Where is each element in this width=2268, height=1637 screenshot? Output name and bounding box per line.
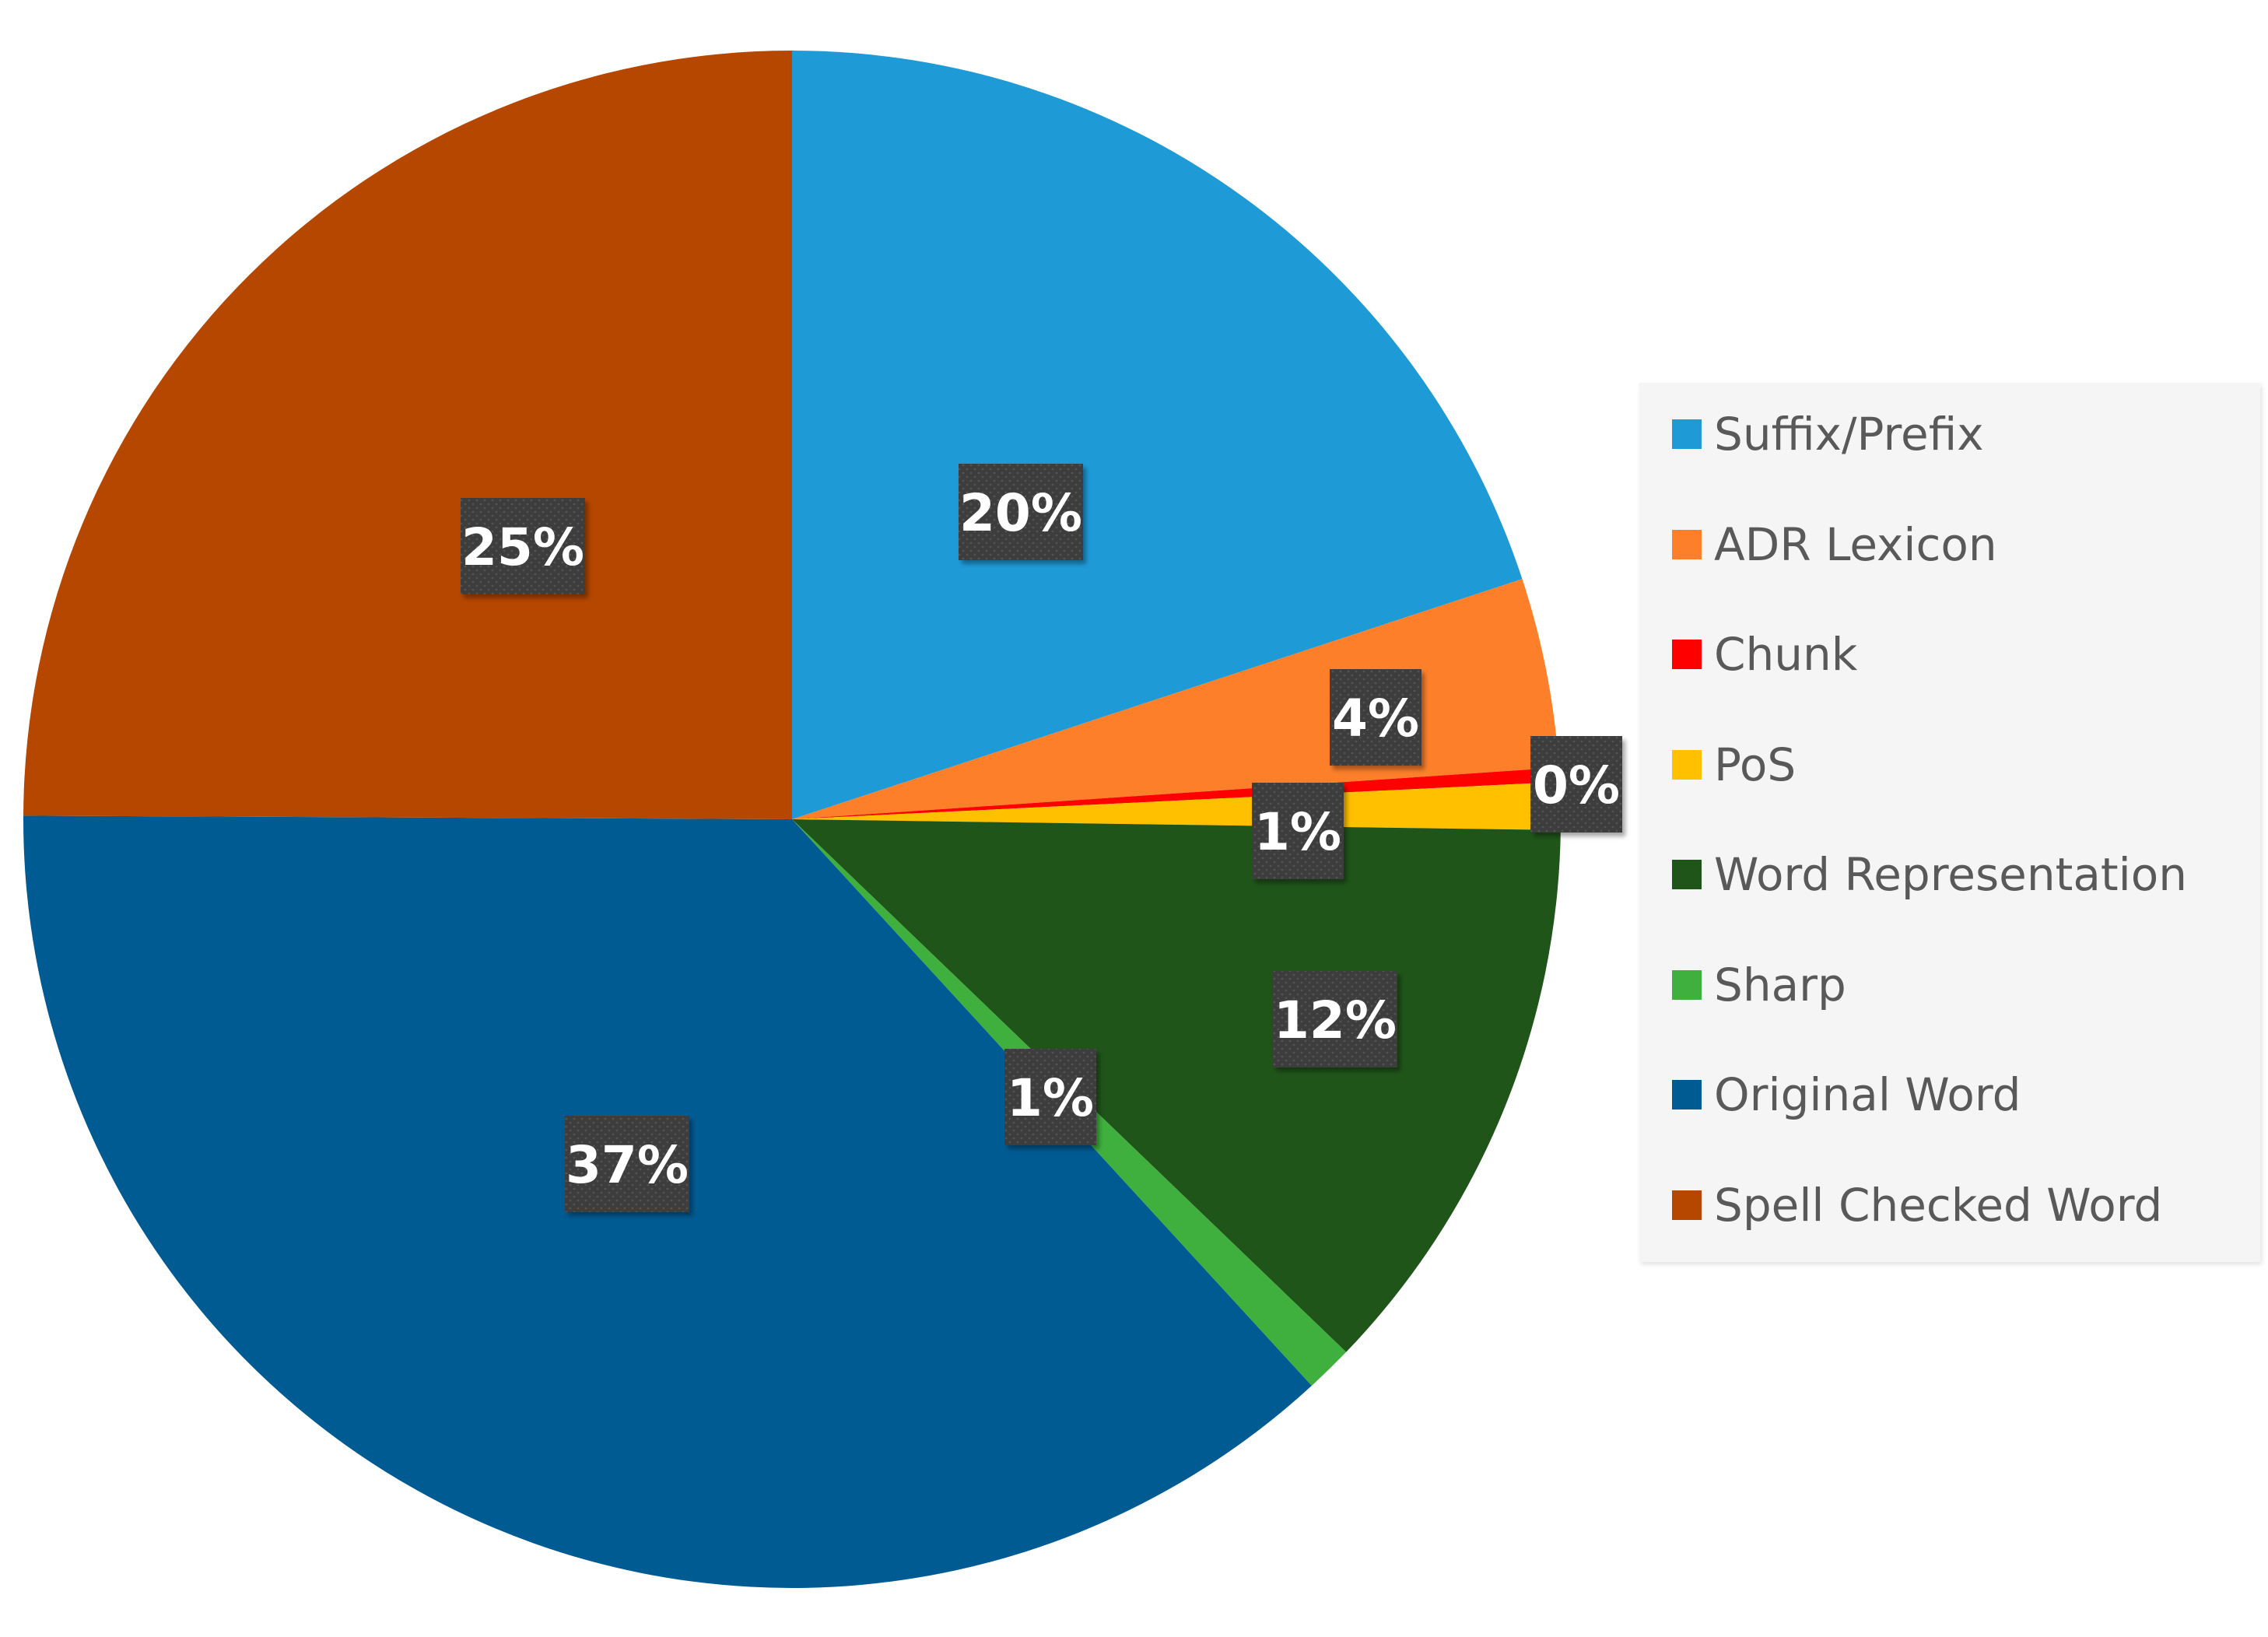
legend-label: Suffix/Prefix bbox=[1714, 408, 1984, 461]
legend-item-sharp: Sharp bbox=[1672, 958, 1846, 1011]
data-labels-layer: 20% 4% 0% 1% 12% 1% 37% 25% bbox=[461, 464, 1622, 1212]
legend-label: ADR Lexicon bbox=[1714, 517, 1997, 571]
pie-slice-word-representation bbox=[792, 819, 1561, 1352]
data-label-box bbox=[959, 464, 1083, 560]
legend-item-original-word: Original Word bbox=[1672, 1068, 2021, 1121]
legend-item-chunk: Chunk bbox=[1672, 628, 1858, 681]
data-label-adr-lexicon: 4% bbox=[1330, 669, 1421, 766]
legend-swatch bbox=[1672, 419, 1702, 449]
data-label-text: 0% bbox=[1533, 755, 1620, 815]
legend-label: PoS bbox=[1714, 738, 1797, 791]
data-label-box bbox=[1330, 669, 1421, 766]
legend-item-spell-checked-word: Spell Checked Word bbox=[1672, 1178, 2163, 1232]
data-label-box bbox=[1004, 1049, 1096, 1145]
data-label-text: 12% bbox=[1274, 990, 1397, 1050]
legend-label: Word Representation bbox=[1714, 848, 2188, 901]
data-label-box bbox=[1530, 736, 1622, 833]
legend-swatch bbox=[1672, 860, 1702, 889]
pie-slice-chunk bbox=[792, 767, 1560, 819]
legend-label: Sharp bbox=[1714, 958, 1846, 1011]
legend-item-word-representation: Word Representation bbox=[1672, 848, 2188, 901]
data-label-box bbox=[565, 1116, 689, 1212]
data-label-chunk: 0% bbox=[1530, 736, 1622, 833]
legend-label: Chunk bbox=[1714, 628, 1858, 681]
legend-swatch bbox=[1672, 969, 1702, 1000]
data-label-box bbox=[1273, 971, 1397, 1067]
legend-swatch bbox=[1672, 1080, 1702, 1109]
data-label-word-representation: 12% bbox=[1273, 971, 1397, 1067]
legend-swatch bbox=[1672, 529, 1702, 559]
legend-swatch bbox=[1672, 749, 1702, 780]
data-label-text: 37% bbox=[566, 1135, 689, 1195]
data-label-text: 25% bbox=[461, 517, 584, 577]
slices-layer bbox=[23, 51, 1561, 1589]
data-label-box bbox=[1252, 783, 1344, 879]
legend-label: Original Word bbox=[1714, 1068, 2021, 1121]
legend-item-suffix-prefix: Suffix/Prefix bbox=[1672, 408, 1984, 461]
pie-slice-pos bbox=[792, 782, 1561, 830]
legend-item-adr-lexicon: ADR Lexicon bbox=[1672, 517, 1997, 571]
legend-swatch bbox=[1672, 1190, 1702, 1220]
pie-slice-suffix-prefix bbox=[792, 51, 1523, 819]
pie-slice-spell-checked-word bbox=[23, 51, 792, 819]
data-label-suffix-prefix: 20% bbox=[959, 464, 1083, 560]
legend-label: Spell Checked Word bbox=[1714, 1178, 2163, 1232]
data-label-original-word: 37% bbox=[565, 1116, 689, 1212]
legend-item-pos: PoS bbox=[1672, 738, 1797, 791]
data-label-sharp: 1% bbox=[1004, 1049, 1096, 1145]
data-label-text: 4% bbox=[1332, 689, 1419, 748]
legend-swatch bbox=[1672, 640, 1702, 669]
legend: Suffix/Prefix ADR Lexicon Chunk PoS Word Rep… bbox=[1639, 383, 2260, 1262]
data-label-text: 1% bbox=[1007, 1068, 1094, 1128]
data-label-box bbox=[461, 498, 585, 594]
data-label-pos: 1% bbox=[1252, 783, 1344, 879]
data-label-text: 20% bbox=[959, 483, 1082, 543]
data-label-spell-checked-word: 25% bbox=[461, 498, 585, 594]
data-label-text: 1% bbox=[1254, 802, 1341, 862]
